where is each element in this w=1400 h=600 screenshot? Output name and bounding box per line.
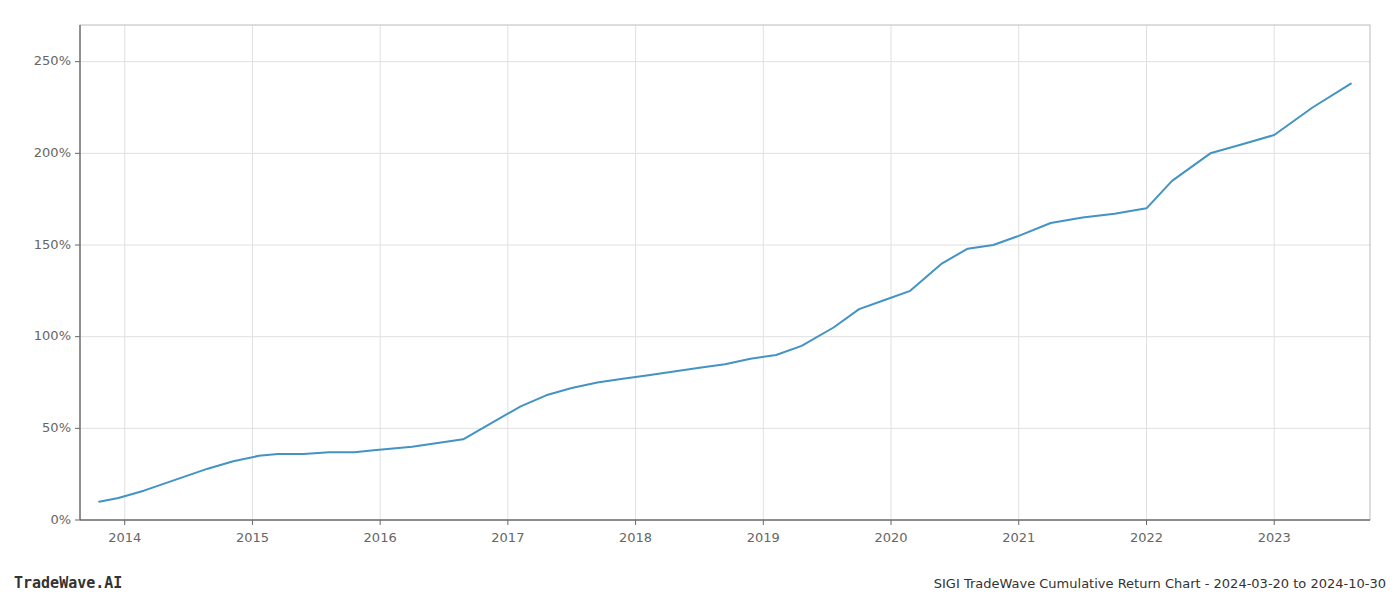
data [99,84,1351,502]
grid-line [80,336,1370,337]
tick-mark [75,520,80,521]
grid-line [507,25,508,520]
tick-mark [75,428,80,429]
tick-label: 2016 [364,530,397,545]
grid-line [380,25,381,520]
chart-container: 0% 50% 100% 150% 200% 250% 2014 2015 2016 2017 201… [0,0,1400,600]
grid-line [80,520,1370,521]
tick-label: 2015 [236,530,269,545]
grid-line [1018,25,1019,520]
tick-label: 2021 [1002,530,1035,545]
tick-mark [252,520,253,525]
tick-mark [124,520,125,525]
grid-line [80,245,1370,246]
tick-label: 50% [42,420,71,435]
tick-label: 2014 [108,530,141,545]
tick-label: 2018 [619,530,652,545]
tick-mark [75,336,80,337]
tick-mark [1274,520,1275,525]
tick-label: 2022 [1130,530,1163,545]
grid-line [763,25,764,520]
y-axis-line [80,25,81,520]
grid-line [1146,25,1147,520]
tick-mark [1018,520,1019,525]
grid-line [80,61,1370,62]
tick-mark [380,520,381,525]
tick-mark [891,520,892,525]
x-axis-line [80,520,1370,521]
grid [80,25,1370,520]
axes: 0% 50% 100% 150% 200% 250% 2014 2015 2016 2017 201… [34,25,1370,545]
tick-label: 2017 [491,530,524,545]
tick-label: 100% [34,328,71,343]
grid-line [252,25,253,520]
grid-line [891,25,892,520]
grid-line [635,25,636,520]
grid-line [80,428,1370,429]
tick-label: 2023 [1258,530,1291,545]
grid-line [124,25,125,520]
tick-mark [75,61,80,62]
plot-frame [80,25,1370,520]
tick-label: 250% [34,53,71,68]
tick-mark [635,520,636,525]
watermark: TradeWave.AI [14,574,122,592]
title: SIGI TradeWave Cumulative Return Chart -… [934,576,1386,591]
tick-mark [507,520,508,525]
tick-label: 2020 [874,530,907,545]
grid-line [80,153,1370,154]
tick-mark [75,153,80,154]
grid-line [1274,25,1275,520]
line [99,84,1351,502]
texts: TradeWave.AI SIGI TradeWave Cumulative Re… [14,574,1386,592]
tick-label: 200% [34,145,71,160]
tick-label: 150% [34,237,71,252]
tick-label: 2019 [747,530,780,545]
chart: 0% 50% 100% 150% 200% 250% 2014 2015 2016 2017 201… [0,0,1400,600]
tick-mark [75,245,80,246]
tick-label: 0% [50,512,71,527]
tick-mark [763,520,764,525]
tick-mark [1146,520,1147,525]
